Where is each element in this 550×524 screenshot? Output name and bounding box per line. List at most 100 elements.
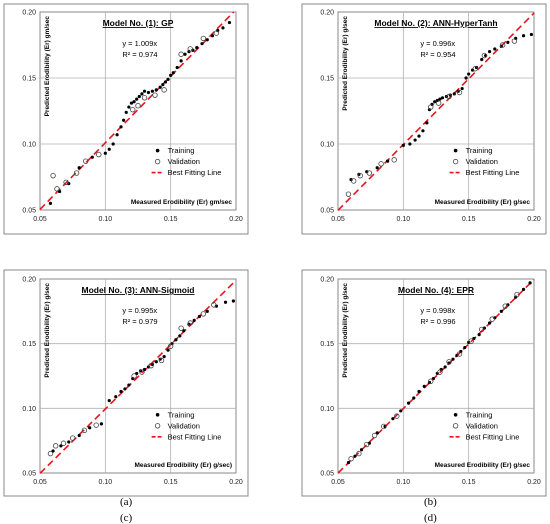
panel-4-validation-point [468,338,474,344]
panel-2-validation-point [456,89,463,96]
panel-2-validation-point [435,100,442,106]
panel-2-training-point [401,143,405,147]
panel-2-training-point [480,57,484,62]
panel-2-legend-fit-label: Best Fitting Line [466,168,520,177]
panel-1-training-point [111,142,115,146]
panel-1-y-axis-label: Predicted Erodibility (Er) gm/sec [44,16,51,117]
panel-4-legend-validation-marker [452,423,459,429]
panel-4-training-point [463,345,467,350]
panel-2-validation-point [350,178,357,184]
panel-1-validation-point [161,87,167,93]
panel-3-legend-validation-label: Validation [168,421,200,430]
panel-1-training-point [122,118,126,122]
panel-2-training-point [464,76,468,80]
panel-caption-c: (c) [120,512,133,524]
panel-1-validation-point [187,46,193,52]
panel-3-training-point [107,398,111,403]
panel-3-r-squared: R² = 0.979 [122,317,157,326]
panel-1-training-point [191,48,195,52]
panel-4-y-tick-label: 0.20 [320,277,334,284]
panel-2-training-point [452,92,456,96]
panel-3-validation-point [187,320,193,326]
panel-1-training-point [205,38,209,42]
panel-3-validation-point [60,440,67,446]
panel-1-legend-training-label: Training [168,146,195,155]
panel-4-validation-point [428,378,434,384]
panel-3-training-point [99,422,104,426]
panel-4-validation-point [502,303,508,309]
panel-1-y-tick-label: 0.10 [22,142,36,149]
panel-4-training-point [443,365,447,369]
panel-2-validation-point [357,172,363,179]
panel-3-y-tick-label: 0.20 [22,277,36,284]
panel-4-training-point [439,367,443,372]
panel-1-training-point [154,88,158,92]
panel-1-training-point [221,26,225,30]
panel-2-y-tick-label: 0.05 [320,208,334,215]
panel-1-training-point [90,155,94,159]
panel-1-validation-point [178,51,184,57]
panel-4-training-point [487,321,492,325]
panel-1-training-point [146,90,151,95]
panel-1-training-point [119,125,123,129]
panel-1-y-tick-label: 0.20 [22,10,36,17]
panel-2-training-point [487,50,492,54]
panel-4-validation-point [489,316,495,322]
panel-2-training-point [470,68,475,72]
panel-2-training-point [435,98,439,103]
panel-1-training-point [158,85,162,89]
panel-2-validation-point [428,104,434,110]
panel-2-legend-training-label: Training [466,146,493,155]
panel-1-validation-point [63,179,69,185]
panel-1-training-point [179,59,183,63]
panel-1-training-point [200,42,204,46]
panel-2-validation-point [366,170,373,176]
panel-3-validation-point [69,435,76,441]
panel-4-validation-point [437,369,443,375]
panel-2-training-point [521,34,526,38]
panel-2-x-axis-label: Measured Erodibility (Er) g/sec [435,199,531,206]
panel-1-validation-point [141,95,148,101]
panel-1-training-point [183,52,187,56]
panel-3-training-point [154,360,158,364]
panel-4-legend-training-label: Training [466,410,493,419]
panel-caption-b: (b) [424,496,437,508]
panel-2-validation-point [345,191,352,197]
panel-2-legend-validation-marker [452,158,459,165]
panel-1-training-point [161,83,165,87]
panel-4-x-tick-label: 0.10 [397,479,411,486]
panel-3-validation-point [52,443,59,449]
panel-3-training-point [174,338,178,342]
panel-4-validation-point [446,359,452,365]
panel-3-legend-training-label: Training [168,410,195,419]
panel-4-training-point [477,333,481,337]
panel-3-training-point [123,387,127,391]
panel-2-validation-point [378,161,384,167]
panel-4-validation-point [394,413,400,419]
panel-1-equation: y = 1.009x [122,39,157,48]
panel-4-validation-point [348,456,354,462]
panel-2-validation-point [511,38,518,44]
panel-2-y-tick-label: 0.15 [320,76,334,83]
panel-4-training-point [528,281,532,285]
panel-2-validation-point [446,93,452,100]
panel-3-training-point [166,348,170,352]
panel-3-legend-validation-marker [154,423,161,429]
panel-4-training-point [455,353,459,357]
panel-2-legend-validation-label: Validation [466,157,498,166]
panel-2-training-point [421,129,425,133]
panel-4-training-point [359,448,364,452]
panel-2-y-tick-label: 0.10 [320,142,334,149]
panel-4-training-point [435,371,439,376]
panel-4-legend-fit-label: Best Fitting Line [466,432,520,441]
panel-1-x-tick-label: 0.15 [164,216,178,223]
panel-1-training-point [77,166,81,170]
panel-2-validation-point [481,52,488,59]
panel-4-training-point [514,295,518,299]
panel-3-training-point [214,304,218,308]
panel-caption-d: (d) [424,512,437,524]
panel-4-equation: y = 0.998x [420,306,455,315]
panel-2-equation: y = 0.996x [420,39,455,48]
panel-1-validation-point [213,30,220,36]
